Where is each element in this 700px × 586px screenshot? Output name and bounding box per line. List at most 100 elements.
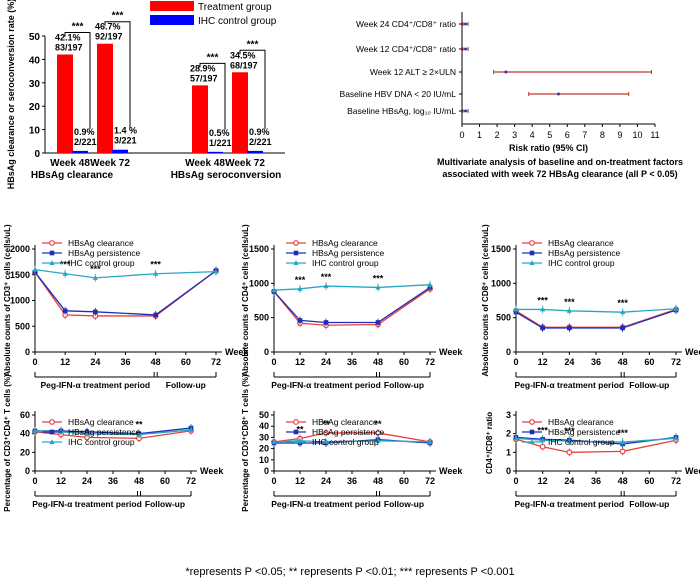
series-marker: [566, 449, 573, 456]
cd3-x-tick-label: 36: [120, 357, 130, 367]
bar-control: [72, 150, 88, 153]
cd4-x-unit: Week: [439, 347, 463, 357]
cd8-x-tick-label: 48: [618, 357, 628, 367]
series-marker: [540, 325, 545, 331]
bar-data-label: 2/221: [74, 137, 97, 147]
forest-point-estimate: [504, 70, 508, 74]
series-line-0: [34, 270, 217, 317]
significance-bracket: [64, 31, 91, 129]
cd4-y-tick-label: 1500: [249, 244, 269, 254]
ratio-y-tick-label: 1: [506, 447, 511, 457]
cd8-y-tick-label: 500: [496, 313, 511, 323]
pct4-y-tick-label: 40: [20, 429, 30, 439]
cd3-x-tick-label: 0: [32, 357, 37, 367]
significance-marker: ***: [207, 52, 219, 63]
significance-bracket: [239, 49, 266, 129]
forest-row-label: Baseline HBsAg, log₁₀ IU/mL: [347, 106, 456, 116]
legend-label: HBsAg persistence: [68, 427, 141, 437]
forest-point-estimate: [464, 22, 468, 26]
forest-point-estimate: [464, 47, 468, 51]
cd4-x-tick-label: 0: [271, 357, 276, 367]
series-marker: [529, 429, 535, 435]
significance-bracket: [104, 21, 131, 128]
significance-marker: ***: [295, 275, 306, 285]
forest-point-estimate: [557, 92, 560, 96]
significance-marker: ***: [60, 260, 71, 270]
legend-label: IHC control group: [198, 16, 277, 27]
period-label-followup: Follow-up: [145, 499, 185, 509]
significance-marker: **: [135, 420, 143, 430]
series-marker: [539, 443, 546, 450]
series-marker: [323, 283, 329, 289]
pct8-y-axis-title: Percentage of CD3⁺CD8⁺ T cells (%): [241, 374, 250, 512]
significance-marker: **: [374, 419, 382, 429]
series-marker: [293, 419, 299, 425]
series-marker: [620, 439, 626, 445]
bar-category-label: Week 72: [90, 158, 130, 169]
cd3-x-tick-label: 48: [151, 357, 161, 367]
pct4-x-tick-label: 12: [56, 476, 66, 486]
legend-label: IHC control group: [68, 437, 135, 447]
bar-control: [207, 151, 223, 153]
ratio-x-tick-label: 24: [564, 476, 574, 486]
significance-marker: ***: [373, 273, 384, 283]
ratio-y-tick-label: 0: [506, 466, 511, 476]
pct4-x-tick-label: 72: [186, 476, 196, 486]
cd3-x-tick-label: 72: [211, 357, 221, 367]
pct8-y-tick-label: 10: [259, 455, 269, 465]
legend-label: HBsAg persistence: [548, 248, 621, 258]
legend-label: HBsAg persistence: [68, 248, 141, 258]
series-marker: [323, 439, 329, 444]
bar-treatment: [232, 72, 248, 153]
series-marker: [92, 275, 98, 280]
series-marker: [49, 250, 55, 256]
legend-label: HBsAg clearance: [548, 238, 614, 248]
bar-data-label: 34.5%: [230, 50, 256, 60]
pct4-y-tick-label: 0: [25, 466, 30, 476]
significance-footnote: *represents P <0.05; ** represents P <0.…: [185, 566, 515, 578]
bar-data-label: 0.9%: [74, 127, 95, 137]
forest-x-tick-label: 3: [512, 130, 517, 140]
bar-data-label: 28.9%: [190, 63, 216, 73]
ratio-x-tick-label: 12: [538, 476, 548, 486]
pct8-x-tick-label: 36: [347, 476, 357, 486]
forest-x-tick-label: 0: [459, 130, 464, 140]
bar-category-label: Week 72: [225, 158, 265, 169]
cd4-x-tick-label: 60: [399, 357, 409, 367]
bar-y-tick-label: 10: [29, 126, 41, 137]
pct8-x-tick-label: 60: [399, 476, 409, 486]
series-marker: [540, 306, 546, 312]
legend-label: IHC control group: [312, 437, 379, 447]
significance-marker: ***: [150, 260, 161, 270]
cd8-y-tick-label: 1000: [491, 278, 511, 288]
legend-label: HBsAg persistence: [548, 427, 621, 437]
series-marker: [62, 270, 68, 276]
cd8-x-tick-label: 12: [538, 357, 548, 367]
significance-marker: ***: [247, 39, 259, 50]
cd4-x-tick-label: 36: [347, 357, 357, 367]
series-marker: [49, 429, 55, 435]
legend-swatch: [150, 1, 194, 11]
series-marker: [297, 318, 303, 323]
cd8-x-tick-label: 60: [644, 357, 654, 367]
cd8-x-tick-label: 24: [564, 357, 574, 367]
series-marker: [529, 439, 535, 444]
series-line-2: [34, 268, 217, 279]
cd4-x-tick-label: 72: [425, 357, 435, 367]
series-line-2: [273, 284, 431, 291]
cd4-y-tick-label: 0: [264, 347, 269, 357]
cd3-x-tick-label: 12: [60, 357, 70, 367]
series-marker: [529, 419, 535, 425]
forest-caption-line2: associated with week 72 HBsAg clearance …: [442, 169, 677, 179]
bar-y-axis-title: HBsAg clearance or seroconversion rate (…: [6, 0, 16, 189]
ratio-x-unit: Week: [685, 466, 700, 476]
cd3-y-tick-label: 0: [25, 347, 30, 357]
cd3-y-tick-label: 2000: [10, 244, 30, 254]
cd3-x-unit: Week: [225, 347, 249, 357]
legend-label: HBsAg clearance: [68, 238, 134, 248]
bar-treatment: [57, 54, 73, 153]
legend-label: HBsAg clearance: [312, 417, 378, 427]
series-marker: [673, 435, 679, 441]
bar-group-label: HBsAg seroconversion: [171, 170, 282, 181]
significance-bracket: [199, 62, 226, 130]
